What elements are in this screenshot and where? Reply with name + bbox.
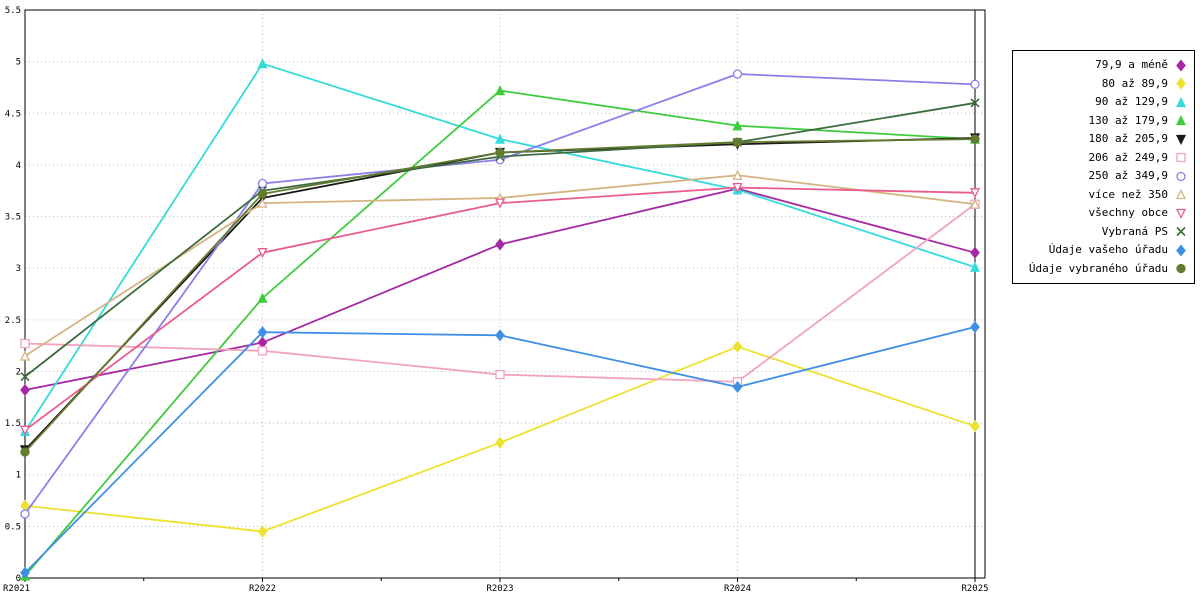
svg-text:2.5: 2.5 — [5, 316, 21, 326]
legend-item-marker-icon — [1176, 264, 1186, 274]
legend-item-label: 79,9 a méně — [1095, 58, 1168, 72]
legend-item-label: 90 až 129,9 — [1095, 95, 1168, 109]
legend-item: 250 až 349,9 — [1019, 167, 1190, 186]
svg-text:4: 4 — [16, 161, 21, 171]
legend-item-marker-icon — [1176, 171, 1186, 181]
legend-item-marker-icon — [1176, 244, 1186, 257]
legend-item-marker-icon — [1175, 134, 1187, 145]
legend-item-marker-icon — [1176, 227, 1186, 237]
legend-item-label: Vybraná PS — [1101, 224, 1168, 238]
legend-item-marker-icon — [1175, 189, 1187, 200]
series-line — [20, 134, 980, 457]
legend-item-marker-icon — [1175, 96, 1187, 107]
legend-item: 79,9 a méně — [1019, 56, 1190, 75]
legend-item-marker-icon — [1175, 208, 1187, 219]
legend-item-label: Údaje vašeho úřadu — [1048, 243, 1168, 257]
legend-item-marker-icon — [1176, 59, 1186, 72]
legend-item: 206 až 249,9 — [1019, 149, 1190, 168]
legend-item-label: 80 až 89,9 — [1101, 76, 1168, 90]
svg-text:R2024: R2024 — [724, 584, 751, 594]
svg-text:3: 3 — [16, 264, 21, 274]
svg-text:5.5: 5.5 — [5, 6, 21, 16]
y-axis-labels: 0 0.5 1 1.5 2 2.5 3 3.5 4 4.5 5 5.5 — [5, 6, 21, 584]
legend: 79,9 a méně 80 až 89,9 90 až 129,9 130 až 1… — [1012, 50, 1195, 284]
svg-text:0: 0 — [16, 574, 21, 584]
legend-item-label: 180 až 205,9 — [1088, 132, 1168, 146]
legend-item: všechny obce — [1019, 204, 1190, 223]
legend-item: Údaje vašeho úřadu — [1019, 241, 1190, 260]
legend-item-marker-icon — [1176, 153, 1186, 163]
series-line — [20, 340, 980, 538]
svg-text:3.5: 3.5 — [5, 213, 21, 223]
svg-text:R2025: R2025 — [961, 584, 988, 594]
legend-item: 80 až 89,9 — [1019, 75, 1190, 94]
svg-text:R2023: R2023 — [486, 584, 513, 594]
svg-text:R2021: R2021 — [3, 584, 30, 594]
legend-item: 90 až 129,9 — [1019, 93, 1190, 112]
legend-item-label: Údaje vybraného úřadu — [1028, 261, 1168, 275]
series-line — [20, 321, 980, 579]
series-line — [20, 69, 980, 519]
x-axis-labels: R2021 R2022 R2023 R2024 R2025 — [3, 584, 989, 594]
legend-item-label: 206 až 249,9 — [1088, 150, 1168, 164]
svg-text:1: 1 — [16, 471, 21, 481]
legend-item-label: 250 až 349,9 — [1088, 169, 1168, 183]
axis-ticks — [24, 578, 976, 582]
legend-item: 130 až 179,9 — [1019, 112, 1190, 131]
series-line — [19, 182, 981, 436]
svg-text:5: 5 — [16, 58, 21, 68]
svg-text:2: 2 — [16, 367, 21, 377]
legend-item-marker-icon — [1176, 77, 1186, 90]
legend-item: Vybraná PS — [1019, 223, 1190, 242]
series-line — [20, 199, 980, 387]
legend-item: Údaje vybraného úřadu — [1019, 260, 1190, 279]
svg-text:0.5: 0.5 — [5, 522, 21, 532]
legend-item: více než 350 — [1019, 186, 1190, 205]
plot-frame — [24, 9, 986, 579]
svg-text:4.5: 4.5 — [5, 109, 21, 119]
svg-text:1.5: 1.5 — [5, 419, 21, 429]
legend-item-marker-icon — [1175, 115, 1187, 126]
legend-item-label: více než 350 — [1088, 187, 1168, 201]
legend-item-label: 130 až 179,9 — [1088, 113, 1168, 127]
legend-item: 180 až 205,9 — [1019, 130, 1190, 149]
legend-item-label: všechny obce — [1088, 206, 1168, 220]
svg-text:R2022: R2022 — [249, 584, 276, 594]
